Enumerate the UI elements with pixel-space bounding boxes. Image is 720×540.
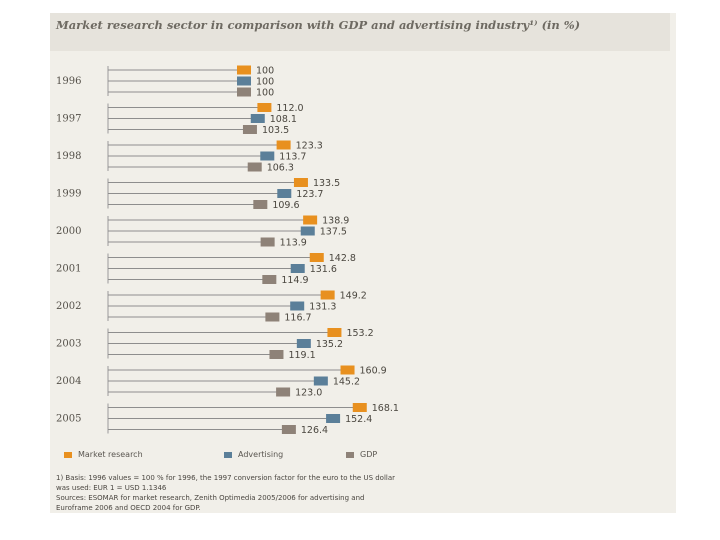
chart-panel: Market research sector in comparison wit… — [50, 13, 676, 513]
year-label-2005: 2005 — [56, 414, 81, 425]
footnote-line-3: Sources: ESOMAR for market research, Zen… — [56, 494, 365, 502]
bar-marker-advertising-2002 — [290, 301, 305, 311]
value-label-advertising-2002: 131.3 — [309, 302, 336, 313]
bar-marker-market-research-2000 — [303, 215, 318, 225]
legend-item-advertising: Advertising — [224, 450, 283, 459]
bar-marker-advertising-1999 — [277, 189, 292, 198]
value-label-gdp-2004: 123.0 — [295, 388, 322, 399]
value-label-advertising-1998: 113.7 — [279, 152, 306, 163]
value-label-gdp-2005: 126.4 — [301, 425, 328, 436]
bar-marker-advertising-2003 — [296, 339, 311, 348]
year-label-1997: 1997 — [56, 114, 81, 125]
year-label-1996: 1996 — [56, 76, 81, 87]
value-label-market-research-2003: 153.2 — [346, 328, 373, 339]
value-label-market-research-1996: 100 — [256, 66, 274, 77]
year-label-2004: 2004 — [56, 376, 81, 387]
bar-marker-advertising-2004 — [313, 376, 328, 386]
bar-marker-advertising-1997 — [250, 114, 265, 123]
title-box: Market research sector in comparison wit… — [50, 13, 670, 51]
year-label-2001: 2001 — [56, 264, 81, 275]
legend-label-advertising: Advertising — [238, 450, 284, 459]
bar-marker-market-research-2004 — [340, 365, 355, 375]
value-label-market-research-2000: 138.9 — [322, 216, 349, 227]
value-label-gdp-2001: 114.9 — [281, 275, 308, 286]
footnote-line-1: 1) Basis: 1996 values = 100 % for 1996, … — [56, 474, 396, 482]
footnote-line-4: Euroframe 2006 and OECD 2004 for GDP. — [56, 504, 201, 512]
bar-marker-market-research-1997 — [257, 103, 272, 112]
bar-marker-advertising-2001 — [290, 264, 305, 273]
bar-marker-gdp-2000 — [260, 237, 275, 247]
value-label-advertising-2004: 145.2 — [333, 377, 360, 388]
bar-marker-market-research-1998 — [276, 140, 291, 150]
year-label-2000: 2000 — [56, 226, 81, 237]
value-label-advertising-2000: 137.5 — [320, 227, 347, 238]
legend-item-gdp: GDP — [346, 450, 377, 459]
value-label-market-research-1997: 112.0 — [276, 103, 303, 114]
value-label-market-research-2004: 160.9 — [360, 366, 387, 377]
bar-marker-market-research-2005 — [352, 403, 367, 412]
bar-marker-advertising-1998 — [260, 151, 275, 161]
value-label-advertising-1999: 123.7 — [296, 189, 323, 200]
bar-marker-market-research-2003 — [327, 328, 342, 337]
chart-title: Market research sector in comparison wit… — [56, 18, 581, 32]
value-label-market-research-2002: 149.2 — [340, 291, 367, 302]
legend-item-market-research: Market research — [64, 450, 143, 459]
value-label-gdp-2003: 119.1 — [288, 350, 315, 361]
value-label-market-research-1998: 123.3 — [296, 141, 323, 152]
value-label-gdp-1998: 106.3 — [267, 163, 294, 174]
bar-marker-gdp-1996 — [237, 87, 251, 97]
value-label-gdp-1997: 103.5 — [262, 125, 289, 136]
bar-chart: 19961001001001997112.0108.1103.51998123.… — [56, 65, 399, 436]
bar-marker-gdp-2001 — [262, 275, 277, 284]
year-label-1999: 1999 — [56, 189, 81, 200]
bar-marker-gdp-1998 — [247, 162, 262, 172]
legend-label-gdp: GDP — [360, 450, 378, 459]
bar-marker-market-research-2002 — [320, 290, 335, 300]
bar-marker-gdp-2004 — [276, 387, 291, 397]
bar-marker-advertising-2000 — [300, 226, 315, 236]
value-label-advertising-2005: 152.4 — [345, 414, 372, 425]
footnote-line-2: was used: EUR 1 = USD 1.1346 — [56, 484, 167, 492]
bar-marker-gdp-2005 — [281, 425, 296, 434]
bar-marker-gdp-2003 — [269, 350, 284, 359]
legend-label-market-research: Market research — [78, 450, 143, 459]
year-label-2003: 2003 — [56, 339, 81, 350]
value-label-gdp-2000: 113.9 — [280, 238, 307, 249]
year-label-1998: 1998 — [56, 151, 81, 162]
legend-swatch-advertising — [224, 451, 232, 458]
year-label-2002: 2002 — [56, 301, 81, 312]
bar-marker-advertising-1996 — [237, 76, 251, 86]
value-label-market-research-2005: 168.1 — [372, 403, 399, 414]
bar-marker-gdp-2002 — [265, 312, 280, 322]
value-label-gdp-1996: 100 — [256, 88, 274, 99]
legend-swatch-market-research — [64, 451, 72, 458]
bar-marker-market-research-1999 — [293, 178, 308, 187]
value-label-advertising-2003: 135.2 — [316, 339, 343, 350]
bar-marker-gdp-1997 — [242, 125, 257, 134]
value-label-gdp-2002: 116.7 — [284, 313, 311, 324]
bar-marker-market-research-1996 — [237, 65, 251, 75]
value-label-market-research-1999: 133.5 — [313, 178, 340, 189]
value-label-advertising-1997: 108.1 — [270, 114, 297, 125]
value-label-advertising-1996: 100 — [256, 77, 274, 88]
legend: Market research Advertising GDP — [56, 450, 656, 464]
value-label-gdp-1999: 109.6 — [272, 200, 299, 211]
value-label-market-research-2001: 142.8 — [329, 253, 356, 264]
footnotes: 1) Basis: 1996 values = 100 % for 1996, … — [56, 473, 668, 513]
bar-marker-gdp-1999 — [253, 200, 268, 209]
bar-marker-advertising-2005 — [326, 414, 341, 423]
value-label-advertising-2001: 131.6 — [310, 264, 337, 275]
legend-swatch-gdp — [346, 451, 354, 458]
bar-marker-market-research-2001 — [309, 253, 324, 262]
